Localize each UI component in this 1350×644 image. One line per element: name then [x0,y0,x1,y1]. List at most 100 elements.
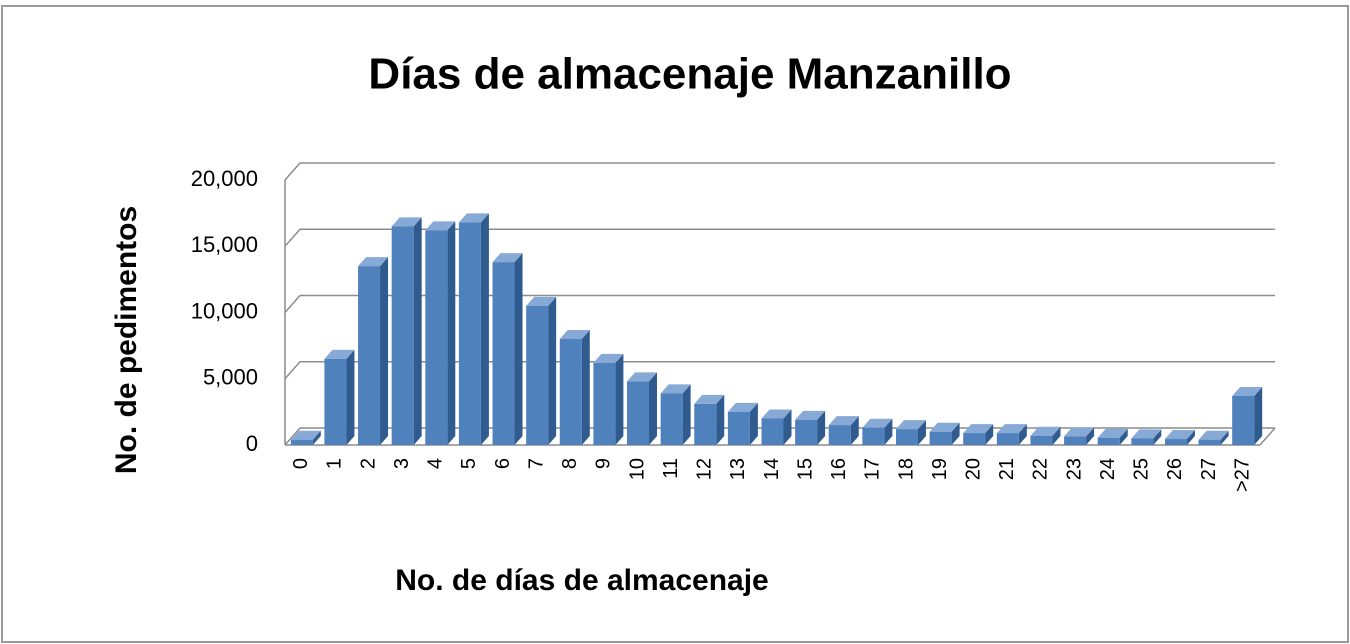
bar-side [649,372,658,445]
bar-side [783,409,792,445]
bar-side [951,422,960,445]
bar [895,429,918,445]
y-tick-label: 0 [246,431,258,456]
bar-side [581,330,590,445]
bar [963,433,986,445]
grid-line-side [284,162,301,181]
bar [492,262,515,445]
x-tick-label: 22 [1030,458,1052,480]
x-tick-label: 12 [694,458,716,480]
bar [559,339,582,445]
bar-top [795,410,826,420]
bar-side [615,353,624,445]
x-tick-label: 4 [425,458,447,469]
x-tick-label: 10 [626,458,648,480]
x-tick-label: 11 [660,458,682,479]
bar-top [828,416,859,426]
x-tick-label: 16 [828,458,850,480]
bar-top [492,253,523,263]
x-tick-label: 9 [593,458,615,469]
x-tick-label: 23 [1063,458,1085,480]
bar-side [1086,427,1095,445]
bar-top [391,217,422,227]
bar [593,362,616,445]
bar-side [917,420,926,445]
bar [694,403,717,445]
bar-top [963,424,994,434]
bar [1097,437,1120,445]
bar [425,230,448,445]
bar-top [559,330,590,339]
bar [1030,435,1053,445]
bar-top [1064,427,1095,437]
bar-side [1119,428,1128,445]
bar [1164,439,1187,445]
bar-top [1232,386,1263,396]
bar-top [627,372,658,382]
bar-top [694,394,725,404]
y-axis-title: No. de pedimentos [110,206,143,474]
bar [290,439,313,445]
bar-side [380,257,389,445]
bar-side [1254,386,1263,445]
bar-side [1052,426,1061,445]
bar-top [1198,430,1229,440]
x-tick-label: 25 [1131,458,1153,480]
bar-side [1153,429,1162,445]
bar-top [895,420,926,430]
x-tick-label: 18 [895,458,917,480]
y-tick-label: 5,000 [203,365,258,390]
bar-side [716,394,725,445]
x-tick-label: 17 [862,458,884,480]
x-tick-label: 20 [963,458,985,480]
bar-top [290,430,321,440]
bar [1232,395,1255,445]
bar [862,427,885,445]
bar [1064,436,1087,445]
x-tick-label: 21 [996,458,1018,480]
bar-side [312,430,321,445]
bar-side [817,410,826,445]
bar-top [1097,428,1128,438]
y-tick-label: 20,000 [191,166,258,191]
x-tick-label: 24 [1097,458,1119,480]
bar-side [346,349,355,445]
x-tick-label: 5 [458,458,480,469]
bar-side [447,221,456,445]
bar-side [1186,430,1195,445]
bar-side [884,418,893,445]
bar-top [862,418,893,428]
bar-side [850,416,859,445]
bar-side [1220,430,1229,445]
bar [391,226,414,445]
bar [1131,438,1154,445]
bar-side [985,424,994,445]
bar-top [324,349,355,359]
bar [526,305,549,445]
x-tick-label: 1 [324,458,346,469]
bar-side [749,402,758,445]
bar [795,419,818,445]
x-tick-label: 7 [525,458,547,469]
x-tick-label: 26 [1164,458,1186,480]
bar-top [425,221,456,231]
x-tick-label: 8 [559,458,581,469]
bar-side [548,296,557,445]
bar-side [514,253,523,445]
bar-top [1131,429,1162,439]
x-tick-label: 13 [727,458,749,480]
bar-top [996,424,1027,434]
x-tick-label: 3 [391,458,413,469]
x-axis-title: No. de días de almacenaje [395,564,769,597]
x-tick-label: 2 [357,458,379,469]
bar-top [660,384,691,394]
bar [358,266,381,445]
y-tick-label: 15,000 [191,232,258,257]
floor-edge-right [1259,427,1276,446]
x-tick-label: 19 [929,458,951,480]
bar [1198,439,1221,445]
bar [828,425,851,445]
bar [727,411,750,445]
bar-side [682,384,691,445]
